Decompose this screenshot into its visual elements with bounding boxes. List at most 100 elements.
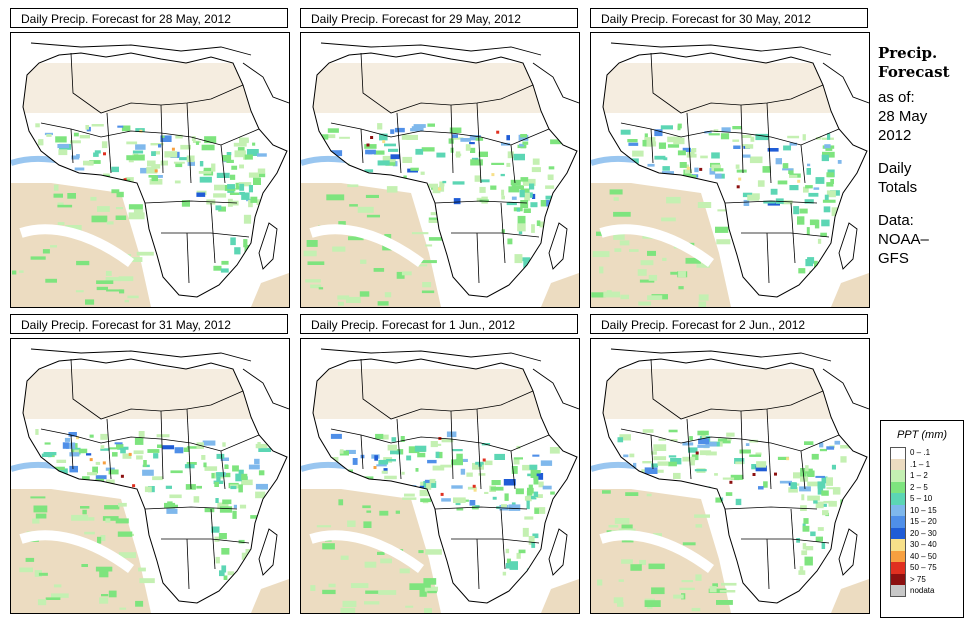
africa-landmass (313, 359, 577, 603)
heavy-precip-cell (660, 173, 664, 177)
precip-cell (599, 266, 604, 274)
precip-cell (827, 133, 831, 140)
precip-cell (160, 160, 168, 166)
country-border (741, 538, 830, 544)
country-border (186, 408, 192, 490)
precip-cell (214, 536, 220, 542)
precip-cell (550, 222, 558, 230)
precip-cell (673, 137, 685, 145)
country-border (620, 122, 840, 146)
country-border (330, 428, 550, 452)
precip-cell (244, 154, 253, 160)
precip-cell (365, 194, 379, 198)
precip-cell (119, 607, 127, 610)
precip-cell (823, 500, 833, 504)
precip-cell (545, 185, 555, 189)
precip-cell (451, 485, 463, 489)
precip-cell (57, 202, 64, 207)
precip-cell (533, 491, 539, 497)
precip-cell (520, 200, 529, 208)
precip-cell (89, 434, 94, 438)
precip-cell (661, 217, 676, 222)
country-border (144, 506, 238, 510)
precip-cell (781, 200, 793, 205)
precip-cell (506, 558, 511, 565)
legend-swatch (890, 539, 906, 551)
precip-cell (782, 168, 794, 171)
precip-cell (93, 152, 99, 157)
legend-label: 5 – 10 (910, 494, 933, 503)
precip-cell (677, 487, 690, 494)
precip-cell (531, 167, 541, 173)
precip-cell (801, 494, 805, 501)
heavy-precip-cell (695, 451, 699, 455)
precip-cell (239, 137, 249, 144)
precip-cell (241, 552, 249, 560)
country-border (790, 508, 796, 570)
precip-cell (364, 561, 377, 568)
panel-title: Daily Precip. Forecast for 30 May, 2012 (590, 8, 868, 28)
precip-cell (328, 583, 336, 588)
precip-cell (735, 461, 744, 465)
precip-cell (211, 526, 220, 533)
precip-cell (348, 236, 364, 241)
precip-cell (673, 594, 684, 599)
coastline (242, 368, 289, 410)
precip-cell (221, 260, 229, 265)
precip-cell (396, 271, 405, 279)
precip-cell (395, 510, 400, 514)
precip-cell (687, 149, 695, 156)
precip-cell (165, 485, 172, 489)
precip-cell (532, 454, 540, 457)
precip-cell (436, 152, 446, 158)
precip-cell (96, 280, 114, 284)
precip-cell (657, 461, 669, 466)
precip-cell (135, 600, 144, 607)
precip-cell (75, 290, 84, 293)
precip-cell (763, 200, 776, 204)
precip-cell (523, 208, 531, 213)
precip-cell (451, 137, 464, 140)
precip-cell (642, 461, 652, 464)
precip-cell (420, 481, 425, 487)
precip-cell (825, 148, 833, 151)
precip-cell (57, 144, 69, 149)
precip-cell (133, 209, 144, 216)
precip-cell (399, 568, 410, 574)
precip-cell (424, 479, 433, 483)
dry-ocean-area (591, 489, 731, 613)
precip-cell (526, 495, 537, 500)
precip-cell (642, 139, 647, 147)
precip-cell (259, 209, 266, 218)
coastline (312, 358, 578, 604)
precip-cell (632, 150, 644, 157)
precip-cell (401, 134, 409, 140)
legend-title: PPT (mm) (896, 429, 948, 441)
precip-cell (653, 469, 664, 473)
precip-cell (685, 257, 701, 264)
precip-cell (467, 486, 477, 490)
precip-cell (661, 171, 674, 175)
precip-cell (686, 153, 697, 158)
country-border (451, 232, 540, 238)
country-border (650, 128, 654, 164)
precip-cell (191, 136, 196, 141)
precip-cell (662, 166, 670, 171)
precip-cell (438, 185, 445, 192)
precip-cell (323, 485, 327, 489)
precip-cell (153, 453, 159, 459)
precip-cell (689, 436, 693, 441)
precip-cell (484, 460, 493, 466)
precip-cell (424, 608, 432, 613)
precip-cell (799, 566, 804, 572)
precip-cell (803, 186, 809, 193)
country-border (186, 232, 190, 284)
precip-cell (136, 251, 154, 256)
madagascar (548, 528, 568, 576)
precip-cell (258, 470, 265, 476)
precip-cell (366, 510, 372, 513)
precip-cell (670, 439, 678, 442)
precip-cell (379, 133, 388, 141)
precip-cell (828, 500, 837, 507)
precip-cell (534, 508, 539, 514)
